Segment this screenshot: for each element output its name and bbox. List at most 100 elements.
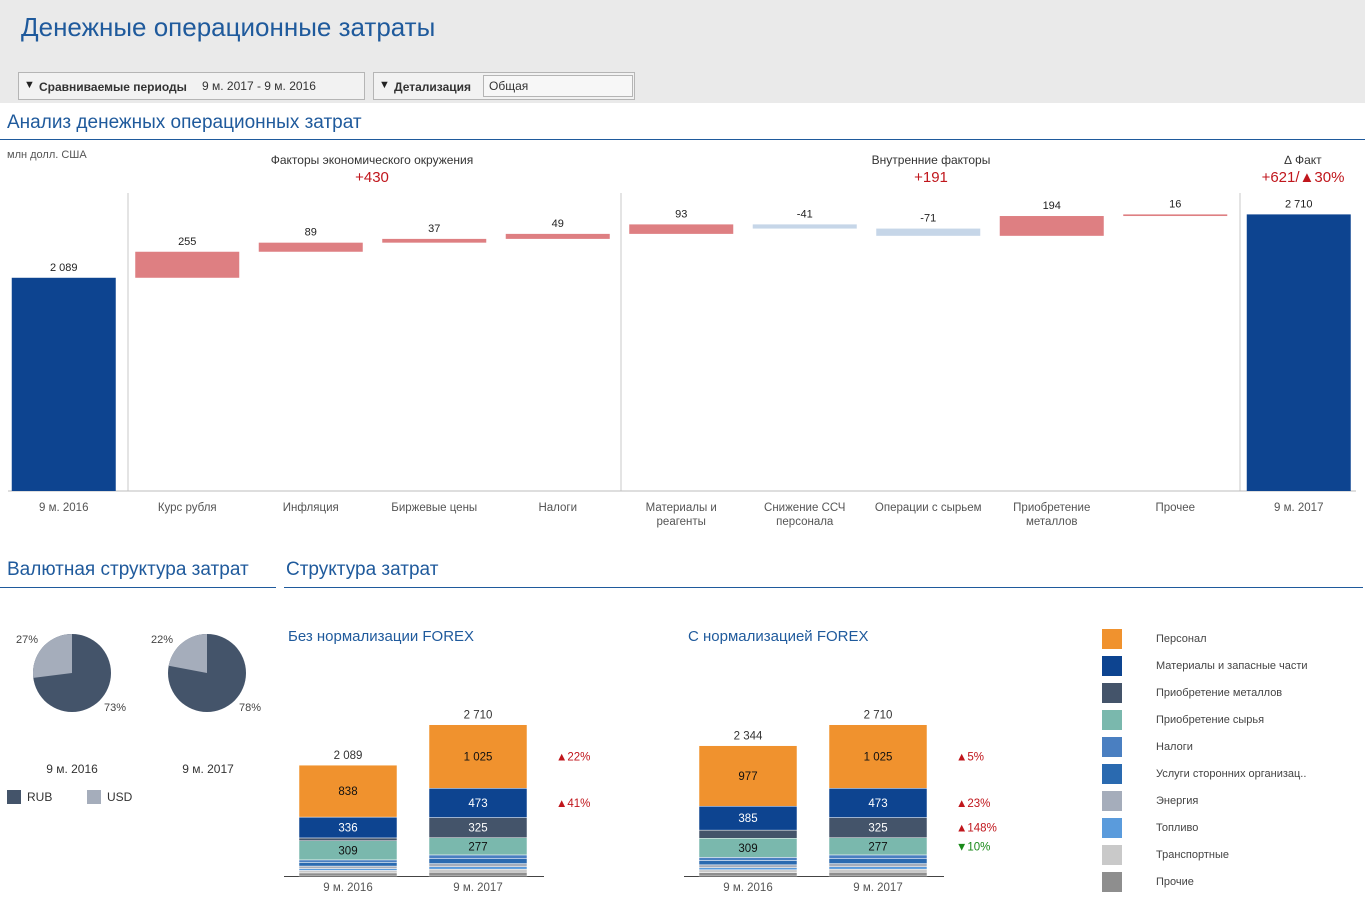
stack-segment xyxy=(698,872,798,877)
legend-item-label: Энергия xyxy=(1156,795,1199,807)
stack-segment xyxy=(698,869,798,873)
stack-segment-label: 1 025 xyxy=(864,752,893,764)
dropdown-arrow-icon[interactable]: ▼ xyxy=(379,79,390,91)
subtitle-forex: С нормализацией FOREX xyxy=(688,628,869,645)
period-filter[interactable]: ▼ Сравниваемые периоды 9 м. 2017 - 9 м. … xyxy=(18,72,365,100)
stack-segment xyxy=(298,870,398,874)
waterfall-value-label: 93 xyxy=(675,208,687,220)
usd-swatch-icon xyxy=(87,790,101,804)
legend-swatch-icon xyxy=(1102,845,1122,865)
waterfall-value-label: 16 xyxy=(1169,198,1181,210)
period-filter-value[interactable]: 9 м. 2017 - 9 м. 2016 xyxy=(202,79,316,93)
stack-segment xyxy=(828,858,928,864)
stack-segment xyxy=(428,868,528,873)
legend-swatch-icon xyxy=(1102,683,1122,703)
stack-segment-label: 309 xyxy=(738,843,757,855)
legend-rub: RUB xyxy=(7,790,52,804)
change-annotation: ▲5% xyxy=(956,752,984,764)
waterfall-category-label: реагенты xyxy=(657,516,706,528)
stack-segment-label: 277 xyxy=(868,841,887,853)
waterfall-category-label: персонала xyxy=(776,516,834,528)
waterfall-bar xyxy=(258,242,363,252)
rub-swatch-icon xyxy=(7,790,21,804)
stack-segment-label: 473 xyxy=(468,798,487,810)
stack-segment xyxy=(828,868,928,873)
section-title-structure: Структура затрат xyxy=(286,559,439,580)
change-annotation: ▼10% xyxy=(956,841,990,853)
group-external-label: Факторы экономического окружения xyxy=(270,153,474,167)
stack-total-label: 2 710 xyxy=(864,710,893,722)
stack-segment xyxy=(698,857,798,861)
stack-segment xyxy=(698,864,798,868)
stack-segment xyxy=(428,863,528,867)
stack-segment xyxy=(298,865,398,869)
waterfall-value-label: 255 xyxy=(178,236,196,248)
legend-swatch-icon xyxy=(1102,872,1122,892)
stack-segment xyxy=(428,854,528,859)
legend-item-label: Налоги xyxy=(1156,741,1193,753)
group-delta-value: +621/▲30% xyxy=(1261,169,1345,186)
header-band: Денежные операционные затраты ▼ Сравнива… xyxy=(0,0,1365,103)
legend-item-label: Приобретение металлов xyxy=(1156,687,1283,699)
stacked-chart-no-forex: 309 336 838 2 089 9 м. 2016 277 325 473 1 025 2 7… xyxy=(284,710,590,894)
legend-swatch-icon xyxy=(1102,656,1122,676)
waterfall-value-label: -71 xyxy=(920,213,936,225)
legend-item-label: Персонал xyxy=(1156,633,1207,645)
waterfall-bar xyxy=(1246,214,1351,491)
stack-segment-label: 385 xyxy=(738,813,757,825)
change-annotation: ▲22% xyxy=(556,752,590,764)
stack-segment xyxy=(828,854,928,859)
stack-total-label: 2 089 xyxy=(334,750,363,762)
legend-usd-label: USD xyxy=(107,790,133,804)
period-filter-label: Сравниваемые периоды xyxy=(39,80,187,94)
legend-swatch-icon xyxy=(1102,818,1122,838)
legend-usd: USD xyxy=(87,790,132,804)
waterfall-bar xyxy=(382,238,487,243)
stack-segment xyxy=(298,859,398,863)
stack-segment xyxy=(828,872,928,877)
legend-swatch-icon xyxy=(1102,737,1122,757)
waterfall-value-label: 37 xyxy=(428,223,440,235)
stack-segment xyxy=(698,860,798,866)
dropdown-arrow-icon[interactable]: ▼ xyxy=(24,79,35,91)
change-annotation: ▲41% xyxy=(556,798,590,810)
stack-segment xyxy=(428,788,528,818)
group-internal-value: +191 xyxy=(914,169,948,186)
unit-label: млн долл. США xyxy=(7,149,87,161)
waterfall-bar xyxy=(1123,214,1228,217)
stack-segment-label: 325 xyxy=(868,823,887,835)
waterfall-bar xyxy=(999,216,1104,236)
stack-segment-label: 977 xyxy=(738,771,757,783)
stack-category-label: 9 м. 2016 xyxy=(723,882,772,894)
waterfall-chart: 2 089 9 м. 2016 255 Курс рубля 89 Инфляция 37 Б… xyxy=(8,193,1356,528)
group-external-value: +430 xyxy=(355,169,389,186)
stack-segment xyxy=(428,866,528,870)
waterfall-category-label: Инфляция xyxy=(283,502,339,514)
stack-segment-label: 309 xyxy=(338,845,357,857)
section-title-analysis: Анализ денежных операционных затрат xyxy=(7,112,362,133)
stack-segment xyxy=(428,858,528,864)
stack-segment-label: 325 xyxy=(468,823,487,835)
legend-item-label: Топливо xyxy=(1156,822,1199,834)
waterfall-value-label: -41 xyxy=(797,208,813,220)
stack-category-label: 9 м. 2017 xyxy=(853,882,902,894)
waterfall-value-label: 194 xyxy=(1043,200,1061,212)
stack-segment xyxy=(298,862,398,867)
section-divider xyxy=(284,587,1363,588)
stack-segment xyxy=(828,866,928,870)
waterfall-value-label: 89 xyxy=(305,227,317,239)
detail-filter-value[interactable]: Общая xyxy=(483,75,633,97)
stack-segment-label: 473 xyxy=(868,798,887,810)
stack-segment xyxy=(428,872,528,877)
pie-usd-slice xyxy=(32,634,72,678)
legend-swatch-icon xyxy=(1102,710,1122,730)
waterfall-category-label: Налоги xyxy=(538,502,577,514)
section-title-currency: Валютная структура затрат xyxy=(7,559,249,580)
stack-segment xyxy=(828,788,928,818)
waterfall-value-label: 2 089 xyxy=(50,262,78,274)
legend-swatch-icon xyxy=(1102,629,1122,649)
legend-item-label: Приобретение сырья xyxy=(1156,714,1265,726)
change-annotation: ▲23% xyxy=(956,798,990,810)
detail-filter[interactable]: ▼ Детализация Общая xyxy=(373,72,635,100)
legend-rub-label: RUB xyxy=(27,790,53,804)
